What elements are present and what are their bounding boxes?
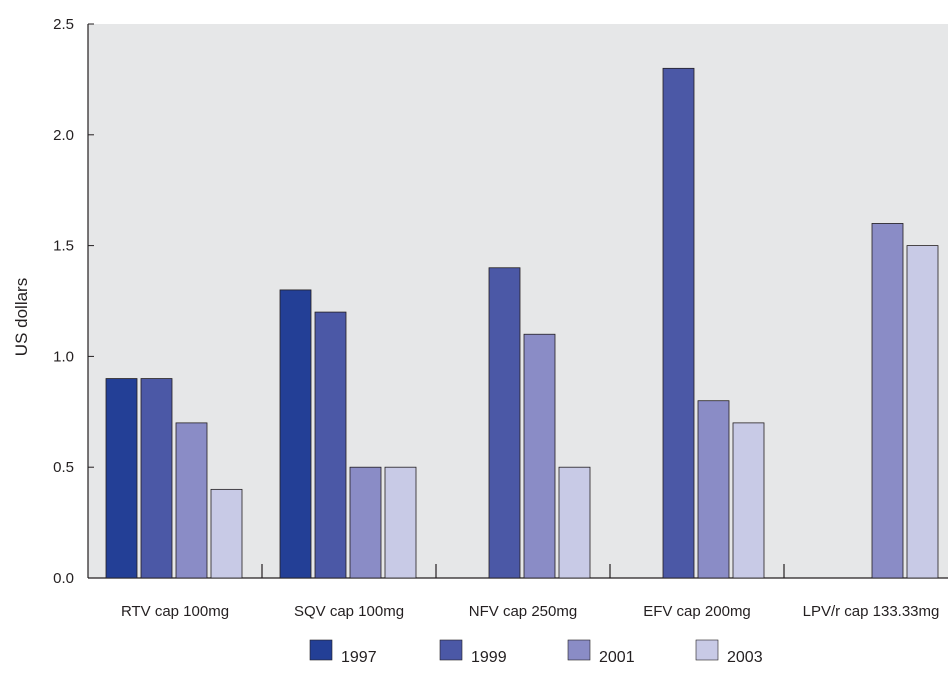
legend-label: 1999 [471, 649, 507, 666]
bar [871, 223, 904, 579]
bars [105, 67, 939, 579]
y-axis-label: US dollars [12, 278, 31, 356]
bar [732, 422, 765, 579]
legend-label: 2003 [727, 649, 763, 666]
x-tick-label: EFV cap 200mg [643, 603, 751, 620]
legend-label: 2001 [599, 649, 635, 666]
bar [384, 466, 417, 579]
x-tick-label: RTV cap 100mg [121, 603, 229, 620]
legend-swatch [309, 639, 333, 661]
x-tick-label: NFV cap 250mg [469, 603, 577, 620]
y-tick-label: 1.0 [53, 348, 74, 365]
bar [558, 466, 591, 579]
bar [662, 67, 695, 579]
bar [140, 378, 173, 579]
bar [349, 466, 382, 579]
bar [314, 311, 347, 579]
y-axis: 0.0 0.5 1.0 1.5 2.0 2.5 [53, 16, 94, 587]
bar [523, 333, 556, 579]
legend: 1997 1999 2001 2003 [309, 639, 763, 666]
bar [210, 488, 243, 579]
bar [175, 422, 208, 579]
y-tick-label: 0.5 [53, 459, 74, 476]
y-tick-label: 2.0 [53, 127, 74, 144]
y-tick-label: 0.0 [53, 570, 74, 587]
legend-label: 1997 [341, 649, 377, 666]
bar [105, 378, 138, 579]
bar [906, 245, 939, 579]
bar [488, 267, 521, 579]
bar [279, 289, 312, 579]
x-tick-label: SQV cap 100mg [294, 603, 404, 620]
legend-swatch [695, 639, 719, 661]
x-tick-label: LPV/r cap 133.33mg [803, 603, 940, 620]
bar [697, 400, 730, 579]
legend-swatch [567, 639, 591, 661]
y-tick-label: 1.5 [53, 238, 74, 255]
y-tick-label: 2.5 [53, 16, 74, 33]
legend-swatch [439, 639, 463, 661]
